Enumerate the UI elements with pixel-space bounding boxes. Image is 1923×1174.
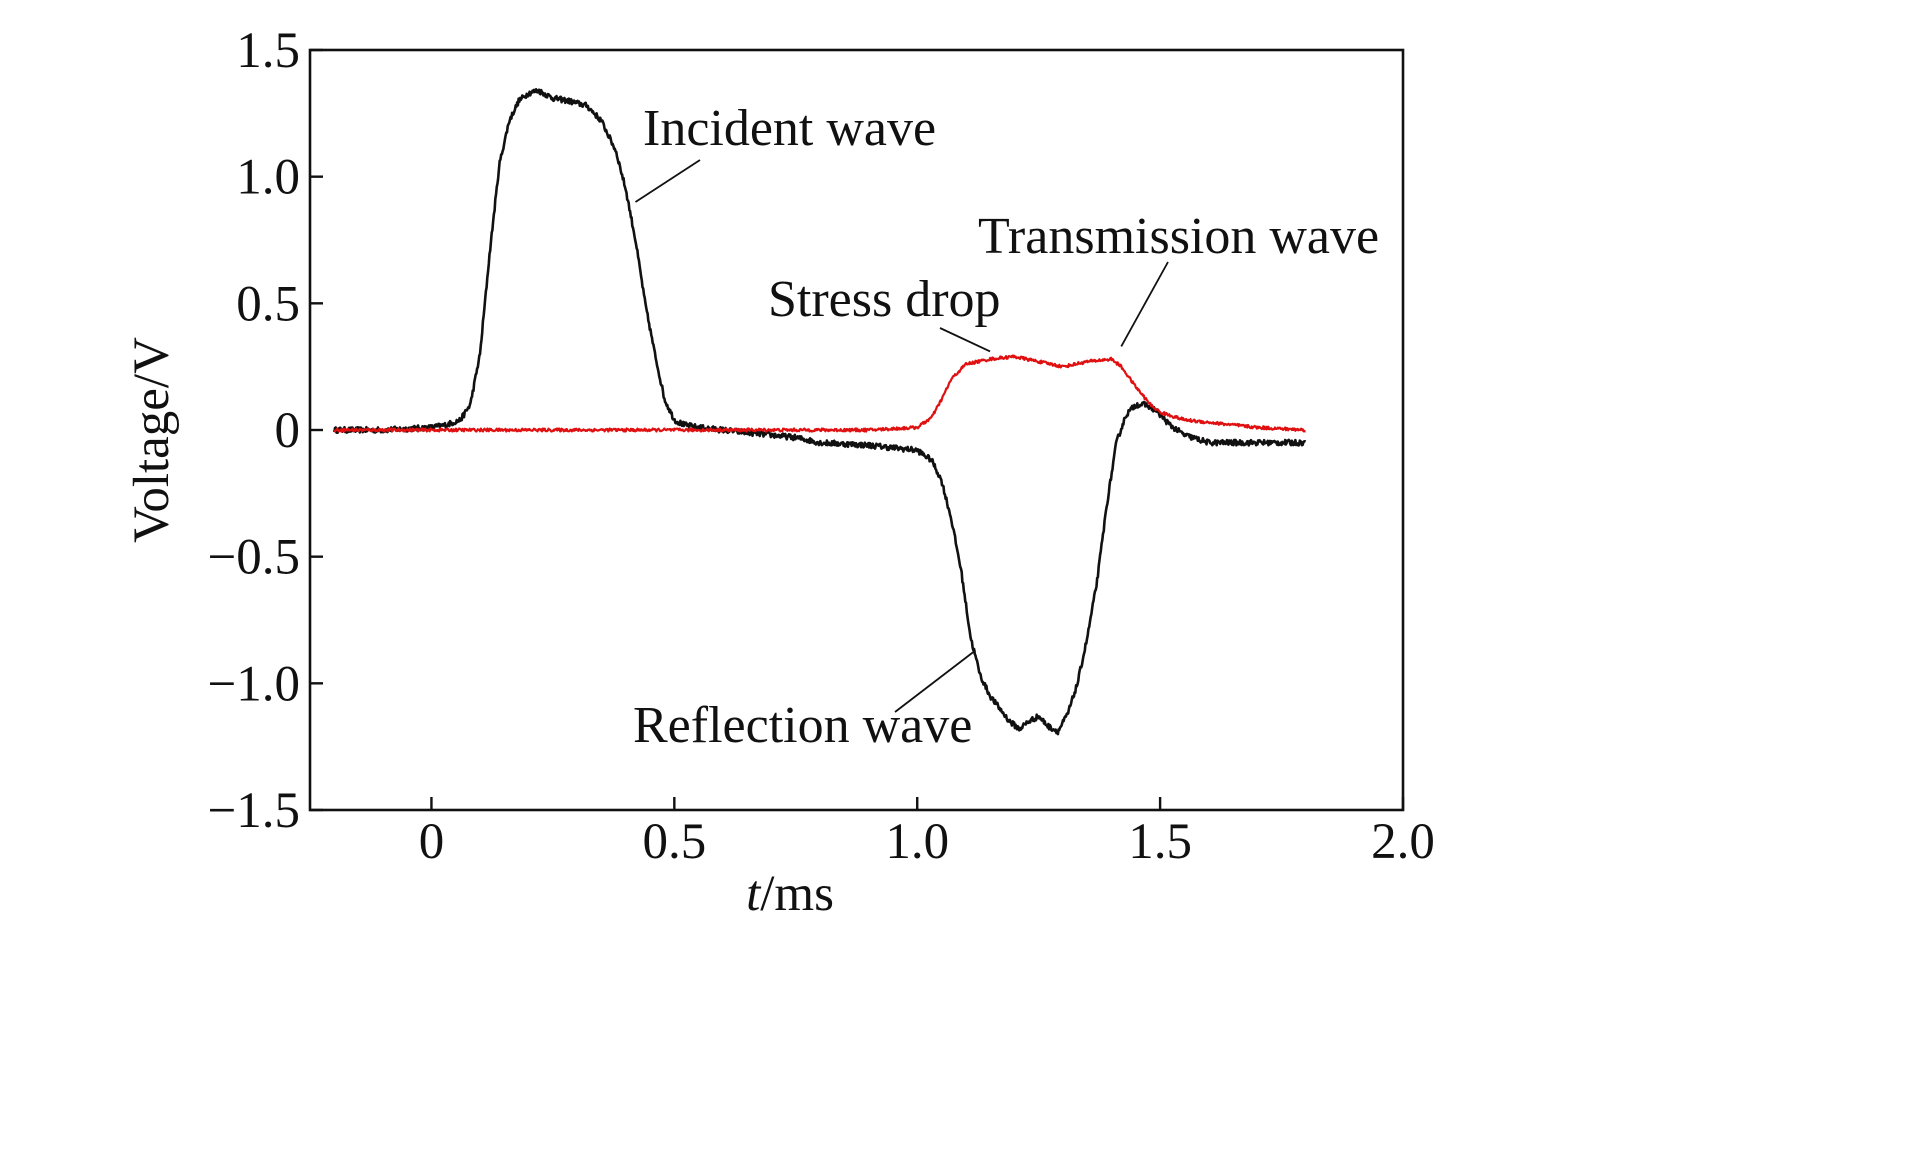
annotation-incident-wave: Incident wave xyxy=(634,100,936,203)
annotation-leader-line xyxy=(1120,261,1169,347)
annotation-leader-line xyxy=(634,159,701,203)
series-incident-reflection-line xyxy=(333,88,1307,736)
annotation-label: Incident wave xyxy=(643,100,936,157)
annotation-label: Reflection wave xyxy=(633,697,972,754)
annotation-layer: Incident wave Transmission wave Stress dro… xyxy=(633,100,1379,754)
y-tick-label: 0.5 xyxy=(236,276,300,332)
annotation-stress-drop: Stress drop xyxy=(768,271,1001,353)
x-tick-label: 0.5 xyxy=(642,814,706,870)
y-tick-label: −1.0 xyxy=(207,656,300,712)
y-tick-label: 0 xyxy=(275,403,301,459)
annotation-reflection-wave: Reflection wave xyxy=(633,649,977,754)
annotation-label: Transmission wave xyxy=(978,208,1379,265)
y-tick-label: −0.5 xyxy=(207,530,300,586)
x-axis-label: t/ms xyxy=(746,866,834,922)
series-transmission-line xyxy=(333,354,1307,433)
x-tick-label: 1.0 xyxy=(885,814,949,870)
annotation-label: Stress drop xyxy=(768,271,1001,328)
y-tick-label: −1.5 xyxy=(207,783,300,839)
ticks-layer: 0 0.5 1.0 1.5 2.0 1.5 1.0 0.5 0 −0.5 −1.0 −1.5 xyxy=(207,23,1434,870)
series-layer xyxy=(333,88,1307,736)
annotation-leader-line xyxy=(939,327,991,353)
x-tick-label: 0 xyxy=(419,814,445,870)
x-axis-label-variable: t xyxy=(746,866,762,922)
x-tick-label: 2.0 xyxy=(1371,814,1435,870)
x-tick-label: 1.5 xyxy=(1128,814,1192,870)
annotation-transmission-wave: Transmission wave xyxy=(978,208,1379,347)
annotation-leader-line xyxy=(894,649,977,713)
y-tick-label: 1.5 xyxy=(236,23,300,79)
x-axis-label-unit: /ms xyxy=(760,866,834,922)
y-tick-label: 1.0 xyxy=(236,150,300,206)
y-axis-label: Voltage/V xyxy=(124,337,180,543)
